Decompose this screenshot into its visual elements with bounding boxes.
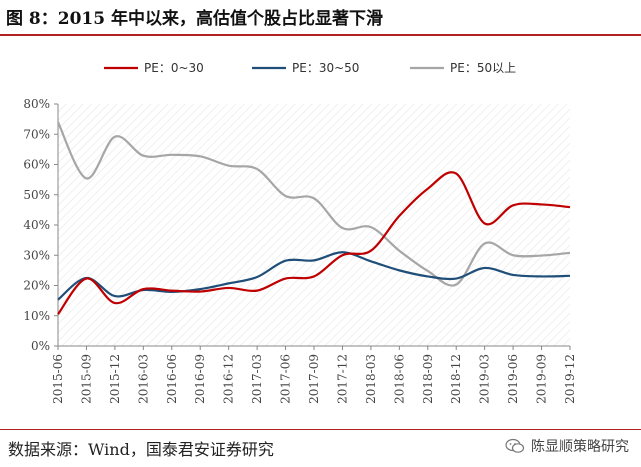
x-tick-label: 2015-09 <box>79 354 93 404</box>
x-tick-label: 2015-06 <box>51 354 65 404</box>
x-tick-label: 2017-03 <box>250 354 264 404</box>
legend-label-1: PE：0~30 <box>144 61 204 75</box>
x-tick-label: 2016-06 <box>165 354 179 404</box>
y-tick-label: 80% <box>23 97 50 111</box>
x-tick-label: 2015-12 <box>108 354 122 404</box>
x-tick-label: 2016-03 <box>136 354 150 404</box>
y-tick-label: 40% <box>23 218 50 232</box>
wechat-icon <box>505 438 525 453</box>
x-tick-label: 2019-03 <box>478 354 492 404</box>
legend-label-2: PE：30~50 <box>292 61 359 75</box>
x-tick-label: 2019-09 <box>535 354 549 404</box>
x-tick-label: 2017-09 <box>307 354 321 404</box>
y-tick-label: 10% <box>23 309 50 323</box>
plot-area <box>58 104 570 346</box>
y-tick-label: 0% <box>31 339 50 353</box>
x-tick-label: 2019-12 <box>563 354 577 404</box>
series-lines <box>57 121 571 315</box>
x-tick-label: 2016-09 <box>193 354 207 404</box>
x-tick-label: 2019-06 <box>506 354 520 404</box>
y-axis: 0% 10% 20% 30% 40% 50% 60% 70% 80% <box>23 97 59 353</box>
brand-badge: 陈显顺策略研究 <box>505 436 629 456</box>
line-chart: PE：0~30 PE：30~50 PE：50以上 0% 10% 20% 30% 40% 50%… <box>23 61 577 404</box>
figure-title: 图 8：2015 年中以来，高估值个股占比显著下滑 <box>6 9 383 29</box>
x-tick-label: 2018-12 <box>449 354 463 404</box>
brand-name: 陈显顺策略研究 <box>531 439 629 455</box>
x-tick-label: 2018-03 <box>364 354 378 404</box>
x-tick-label: 2017-12 <box>335 354 349 404</box>
y-tick-label: 30% <box>23 248 50 262</box>
footer-rule <box>0 429 641 430</box>
x-tick-label: 2016-12 <box>222 354 236 404</box>
legend-label-3: PE：50以上 <box>450 61 516 75</box>
legend: PE：0~30 PE：30~50 PE：50以上 <box>104 61 516 75</box>
series-line-1 <box>57 171 571 315</box>
y-tick-label: 60% <box>23 158 50 172</box>
y-tick-label: 70% <box>23 127 50 141</box>
x-tick-label: 2018-06 <box>392 354 406 404</box>
source-note: 数据来源：Wind，国泰君安证券研究 <box>8 440 274 459</box>
x-tick-label: 2017-06 <box>279 354 293 404</box>
y-tick-label: 50% <box>23 188 50 202</box>
x-axis: 2015-06 2015-09 2015-12 2016-03 2016-06 2016-… <box>51 345 577 404</box>
title-rule <box>0 34 641 36</box>
series-line-3 <box>57 121 571 287</box>
x-tick-label: 2018-09 <box>421 354 435 404</box>
y-tick-label: 20% <box>23 279 50 293</box>
